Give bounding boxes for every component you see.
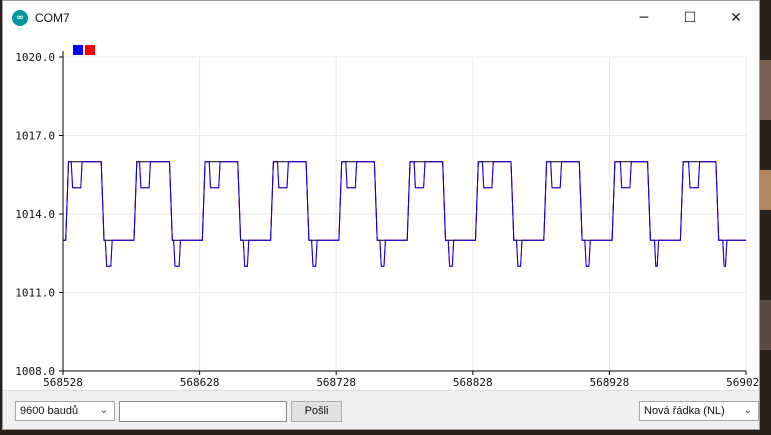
x-tick-label: 568928 — [590, 376, 630, 389]
baud-rate-select[interactable]: 9600 baudů ⌄ — [15, 401, 115, 421]
legend-series2-swatch — [85, 45, 95, 55]
x-tick-label: 569028 — [726, 376, 759, 389]
y-tick-label: 1020.0 — [15, 51, 55, 64]
y-tick-label: 1011.0 — [15, 287, 55, 300]
window-title: COM7 — [35, 11, 70, 25]
send-button[interactable]: Pošli — [291, 401, 342, 422]
chevron-down-icon: ⌄ — [743, 405, 752, 416]
x-tick-label: 568728 — [316, 376, 356, 389]
bottom-toolbar: 9600 baudů ⌄ Pošli Nová řádka (NL) ⌄ — [3, 390, 759, 429]
chevron-down-icon: ⌄ — [99, 405, 108, 416]
baud-rate-value: 9600 baudů — [20, 405, 79, 417]
y-tick-label: 1017.0 — [15, 130, 55, 143]
y-tick-label: 1008.0 — [15, 365, 55, 378]
x-tick-label: 568828 — [453, 376, 493, 389]
desktop-strip — [760, 170, 771, 210]
close-icon[interactable]: ✕ — [730, 10, 742, 26]
y-tick-label: 1014.0 — [15, 208, 55, 221]
desktop-strip — [760, 300, 771, 350]
plot-area: 1020.0 1017.0 1014.0 1011.0 1008.0 568528 5686… — [3, 35, 759, 390]
legend-series1-swatch — [73, 45, 83, 55]
serial-plotter-window: ∞ COM7 ─ ☐ ✕ 1020.0 1017.0 1014.0 1011.0 100… — [2, 0, 760, 430]
line-ending-select[interactable]: Nová řádka (NL) ⌄ — [639, 401, 759, 421]
x-tick-label: 568528 — [43, 376, 83, 389]
title-bar: ∞ COM7 ─ ☐ ✕ — [3, 1, 759, 35]
minimize-icon[interactable]: ─ — [639, 10, 649, 26]
series-line-3 — [63, 161, 746, 241]
message-input[interactable] — [119, 401, 287, 422]
arduino-icon: ∞ — [12, 10, 28, 26]
x-tick-label: 568628 — [180, 376, 220, 389]
series-line-1 — [63, 161, 746, 267]
line-ending-value: Nová řádka (NL) — [644, 405, 725, 417]
desktop-strip — [760, 60, 771, 120]
maximize-icon[interactable]: ☐ — [683, 10, 697, 26]
